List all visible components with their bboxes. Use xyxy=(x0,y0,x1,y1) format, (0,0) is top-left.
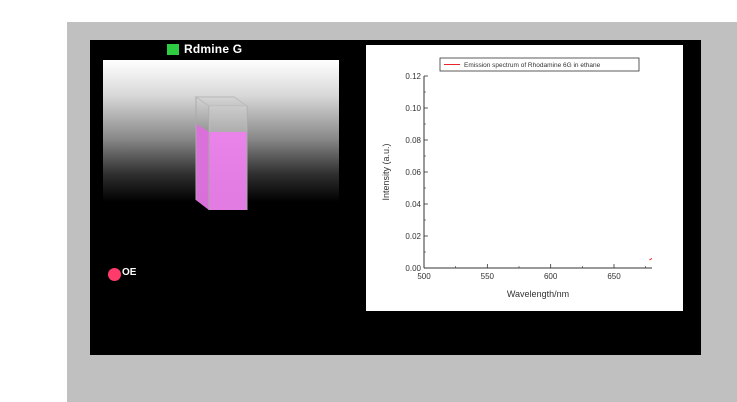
legend-entry: Emission spectrum of Rhodamine 6G in eth… xyxy=(464,62,601,69)
legend-box xyxy=(439,57,640,72)
excitation-toggle-button[interactable] xyxy=(108,268,121,281)
x-tick-label: 500 xyxy=(417,272,431,281)
y-tick-label: 0.08 xyxy=(405,136,421,145)
excitation-toggle-label: OE xyxy=(122,267,137,278)
x-axis-label: Wavelength/nm xyxy=(507,289,569,299)
x-tick-label: 550 xyxy=(481,272,495,281)
sample-color-chip xyxy=(167,44,179,55)
y-tick-label: 0.06 xyxy=(405,168,421,177)
y-tick-label: 0.00 xyxy=(405,264,421,273)
y-tick-label: 0.02 xyxy=(405,232,421,241)
x-tick-label: 600 xyxy=(544,272,558,281)
spectrum-plot-panel xyxy=(366,45,683,311)
y-tick-label: 0.12 xyxy=(405,72,421,81)
sample-title: Rdmine G xyxy=(184,42,243,56)
series-line xyxy=(649,257,653,261)
y-axis-label: Intensity (a.u.) xyxy=(381,143,391,200)
x-tick-label: 650 xyxy=(607,272,621,281)
y-tick-label: 0.04 xyxy=(405,200,421,209)
y-tick-label: 0.10 xyxy=(405,104,421,113)
